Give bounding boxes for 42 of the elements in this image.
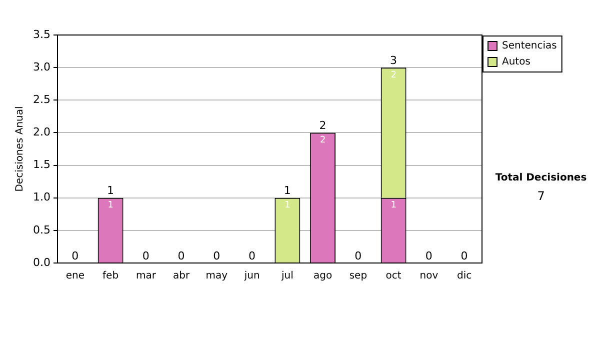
y-axis-title: Decisiones Anual: [14, 106, 26, 192]
x-tick-label: ene: [66, 270, 85, 282]
total-label: 0: [213, 249, 220, 262]
data-label: 2: [320, 136, 326, 146]
text: Total Decisiones: [495, 172, 587, 184]
total-label: 0: [425, 249, 432, 262]
text: 7: [537, 189, 545, 204]
legend-label: Sentencias: [502, 40, 557, 52]
x-tick-label: mar: [136, 270, 157, 282]
x-tick-label: may: [206, 270, 228, 282]
x-tick-label: abr: [173, 270, 190, 282]
x-tick-label: oct: [386, 270, 402, 282]
y-tick-label: 3.5: [32, 28, 50, 41]
y-tick-label: 1.0: [32, 190, 50, 204]
y-tick-label: 0.0: [32, 256, 50, 269]
x-tick-label: jun: [243, 270, 260, 282]
total-label: 0: [248, 249, 256, 262]
total-label: 3: [390, 54, 398, 67]
legend-label: Autos: [502, 56, 530, 68]
y-tick-label: 1.5: [32, 158, 50, 172]
total-label: 0: [460, 249, 468, 262]
x-tick-label: sep: [349, 270, 368, 282]
total-label: 1: [284, 184, 291, 198]
data-label: 2: [390, 70, 396, 80]
x-tick-label: dic: [457, 270, 472, 282]
y-tick-label: 0.5: [32, 223, 50, 236]
y-tick-label: 2.0: [32, 126, 50, 139]
total-label: 1: [107, 184, 114, 198]
y-tick-label: 3.0: [32, 60, 50, 74]
y-tick-label: 2.5: [32, 93, 50, 106]
x-tick-label: jul: [280, 270, 294, 282]
total-label: 0: [354, 249, 362, 262]
total-label: 0: [72, 249, 79, 262]
x-tick-label: feb: [102, 270, 119, 282]
total-label: 2: [319, 119, 326, 132]
data-label: 1: [284, 200, 290, 211]
x-tick-label: ago: [314, 270, 332, 282]
x-tick-label: nov: [420, 270, 438, 282]
data-label: 1: [108, 200, 114, 211]
total-label: 0: [142, 249, 150, 262]
data-label: 1: [390, 200, 396, 211]
total-label: 0: [178, 249, 185, 262]
